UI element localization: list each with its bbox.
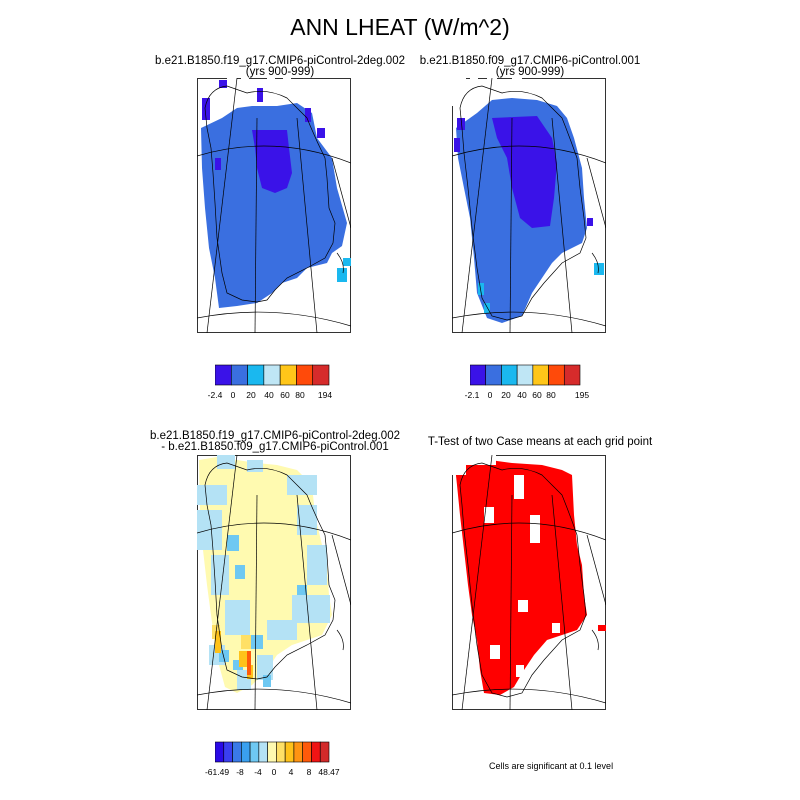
panel-2-title-line1: b.e21.B1850.f09_g17.CMIP6-piControl.001: [419, 55, 641, 67]
colorbar-swatch: [319, 741, 330, 763]
colorbar-swatch: [276, 741, 286, 763]
panel-1-title-line1: b.e21.B1850.f19_g17.CMIP6-piControl-2deg…: [155, 55, 405, 67]
cb1-label: 60: [280, 390, 290, 400]
cb1-label: 0: [230, 390, 236, 400]
panel-2-title-line2: (yrs 900-999): [495, 66, 565, 78]
panel-3-title: b.e21.B1850.f19_g17.CMIP6-piControl-2deg…: [110, 430, 440, 453]
panel-4-note: Cells are significant at 0.1 level: [489, 761, 614, 771]
cb1-label: 194: [317, 390, 333, 400]
colorbar-swatch: [247, 364, 265, 386]
panel-1-map: [197, 78, 351, 333]
cb2-label: 60: [532, 390, 542, 400]
colorbar-swatch: [215, 364, 232, 386]
panel-3-positive-cells: [247, 651, 251, 675]
cb2-label: -2.1: [464, 390, 480, 400]
cb3-label: 4: [288, 767, 294, 777]
colorbar-swatch: [263, 364, 281, 386]
panel-3-title-line1: b.e21.B1850.f19_g17.CMIP6-piControl-2deg…: [150, 430, 400, 442]
colorbar-swatch: [516, 364, 534, 386]
colorbar-swatch: [312, 364, 330, 386]
cb3-label: -61.49: [204, 767, 230, 777]
panel-1-title-line2: (yrs 900-999): [245, 66, 315, 78]
panel-3-colorbar: [215, 741, 330, 763]
cb3-label: 48.47: [318, 767, 340, 777]
cb1-label: 80: [295, 390, 305, 400]
panel-2-map: [452, 78, 606, 333]
panel-2-colorbar-labels: -2.1 0 20 40 60 80 195: [465, 390, 589, 402]
colorbar-swatch: [501, 364, 518, 386]
cb1-label: 40: [264, 390, 274, 400]
colorbar-swatch: [296, 364, 314, 386]
cb1-label: -2.4: [207, 390, 223, 400]
cb1-label: 20: [246, 390, 256, 400]
colorbar-swatch: [532, 364, 549, 386]
cb2-label: 0: [487, 390, 493, 400]
cb2-label: 20: [501, 390, 511, 400]
panel-2-high-cells: [454, 116, 593, 228]
colorbar-swatch: [267, 741, 277, 763]
colorbar-swatch: [548, 364, 565, 386]
panel-3-map: [197, 455, 351, 710]
cb3-label: 8: [306, 767, 312, 777]
panel-4-title: T-Test of two Case means at each grid po…: [427, 436, 653, 448]
colorbar-swatch: [563, 364, 581, 386]
colorbar-swatch: [223, 741, 233, 763]
panel-1-colorbar: [215, 364, 330, 386]
cb2-label: 195: [574, 390, 590, 400]
panel-3-title-line2: - b.e21.B1850.f09_g17.CMIP6-piControl.00…: [161, 441, 389, 453]
colorbar-swatch: [470, 364, 487, 386]
colorbar-swatch: [241, 741, 251, 763]
colorbar-swatch: [232, 741, 242, 763]
colorbar-swatch: [293, 741, 303, 763]
cb3-label: -8: [236, 767, 244, 777]
colorbar-swatch: [302, 741, 312, 763]
figure-title: ANN LHEAT (W/m^2): [290, 14, 510, 40]
colorbar-swatch: [230, 364, 248, 386]
colorbar-swatch: [258, 741, 268, 763]
panel-4-map: [452, 455, 606, 710]
colorbar-swatch: [279, 364, 297, 386]
cb2-label: 40: [517, 390, 527, 400]
cb2-label: 80: [546, 390, 556, 400]
cb3-label: -4: [254, 767, 262, 777]
panel-1-title: b.e21.B1850.f19_g17.CMIP6-piControl-2deg…: [120, 55, 440, 78]
panel-1-colorbar-labels: -2.4 0 20 40 60 80 194: [208, 390, 333, 402]
panel-3-colorbar-labels: -61.49 -8 -4 0 4 8 48.47: [205, 767, 340, 779]
colorbar-swatch: [485, 364, 502, 386]
colorbar-swatch: [215, 741, 225, 763]
colorbar-swatch: [284, 741, 295, 763]
panel-2-title: b.e21.B1850.f09_g17.CMIP6-piControl.001 …: [370, 55, 690, 78]
panel-2-colorbar: [470, 364, 581, 386]
colorbar-swatch: [249, 741, 260, 763]
cb3-label: 0: [271, 767, 277, 777]
colorbar-swatch: [311, 741, 321, 763]
